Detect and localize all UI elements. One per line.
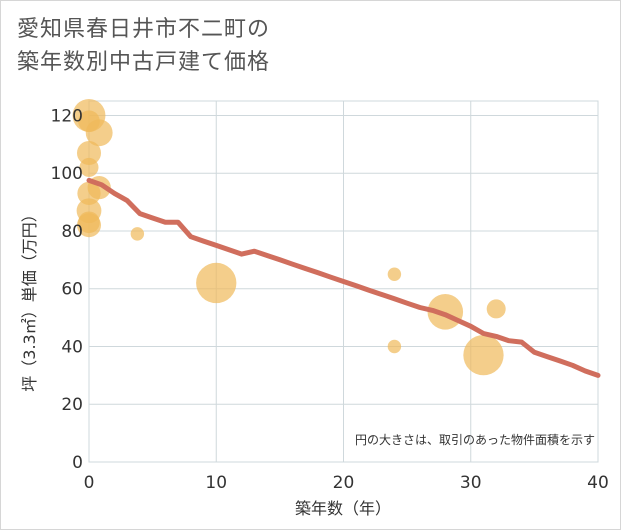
tick-labels: 0 20 40 60 80 100 120 0 10 20 30 40 — [51, 106, 609, 493]
y-tick-label: 100 — [51, 164, 83, 184]
bubble-point — [130, 227, 145, 241]
y-tick-label: 40 — [61, 337, 83, 357]
bubble-point — [85, 119, 113, 147]
bubble-series — [72, 98, 506, 376]
x-tick-label: 10 — [205, 473, 227, 493]
trend-line — [86, 177, 601, 378]
x-axis-label: 築年数（年） — [295, 499, 391, 518]
chart-title: 愛知県春日井市不二町の 築年数別中古戸建て価格 — [17, 13, 270, 79]
bubble-point — [79, 157, 99, 177]
trend-line-layer — [86, 177, 601, 378]
bubble-point — [387, 339, 402, 354]
bubble-point — [387, 267, 402, 281]
chart-title-line-1: 愛知県春日井市不二町の — [17, 17, 271, 42]
x-tick-label: 0 — [84, 473, 95, 493]
size-note: 円の大きさは、取引のあった物件面積を示す — [355, 432, 595, 447]
y-tick-label: 20 — [61, 395, 83, 415]
bubble-point — [486, 299, 506, 319]
y-axis-label: 坪（3.3㎡）単価（万円） — [20, 206, 39, 391]
bubble-point — [76, 213, 102, 238]
y-tick-label: 120 — [51, 106, 83, 126]
y-tick-label: 80 — [61, 222, 83, 242]
bubble-point — [463, 334, 504, 376]
x-tick-label: 20 — [333, 473, 355, 493]
bubble-point — [77, 181, 101, 206]
x-tick-label: 40 — [587, 473, 609, 493]
chart-title-line-2: 築年数別中古戸建て価格 — [17, 50, 271, 75]
bubble-point — [76, 140, 102, 166]
grid-lines — [88, 100, 599, 463]
y-tick-label: 0 — [72, 453, 83, 473]
x-tick-label: 30 — [460, 473, 482, 493]
y-tick-label: 60 — [61, 280, 83, 300]
bubble-point — [196, 262, 237, 304]
